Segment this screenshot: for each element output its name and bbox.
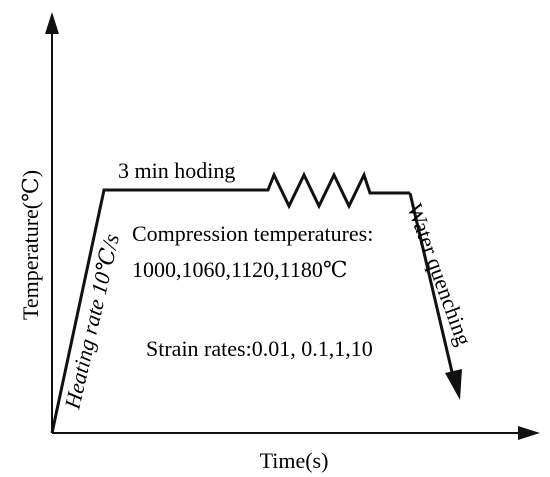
process-curve [50, 171, 410, 434]
quench-arrowhead [445, 369, 462, 400]
compression-temperatures-values: 1000,1060,1120,1180℃ [132, 257, 347, 282]
heating-rate-label: Heating rate 10℃/s [59, 231, 124, 412]
x-axis-label: Time(s) [260, 448, 329, 473]
quench-line [408, 192, 454, 373]
x-axis-arrowhead [518, 426, 540, 440]
y-axis-label: Temperature(℃) [18, 170, 43, 320]
y-axis-arrowhead [45, 12, 59, 34]
quenching-label: Water quenching [402, 200, 476, 349]
strain-rates-label: Strain rates:0.01, 0.1,1,10 [146, 336, 373, 361]
holding-label: 3 min hoding [118, 158, 235, 183]
compression-temperatures-title: Compression temperatures: [132, 221, 373, 246]
